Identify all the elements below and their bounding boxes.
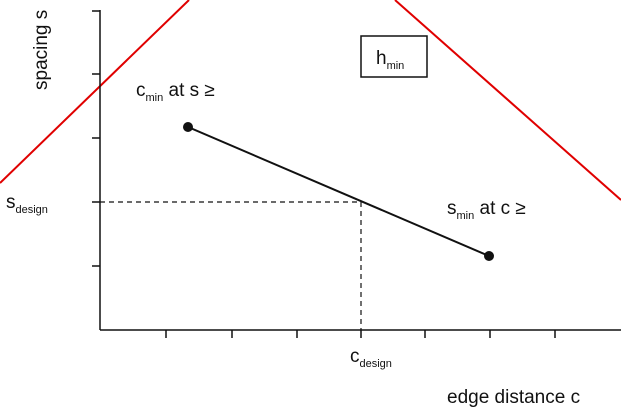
x-ticks <box>165 330 556 338</box>
h-min-label: hmin <box>376 48 404 72</box>
s-design-label: sdesign <box>6 192 48 216</box>
red-diagonal-right <box>394 0 621 201</box>
s-min-point <box>484 251 494 261</box>
s-min-label: smin at c ≥ <box>447 198 526 222</box>
c-design-label: cdesign <box>350 346 392 370</box>
c-min-point <box>183 122 193 132</box>
h-min-box <box>360 35 428 78</box>
y-axis-title: spacing s <box>31 10 52 90</box>
y-ticks <box>92 10 100 267</box>
x-axis-title: edge distance c <box>447 387 580 408</box>
interaction-line <box>187 126 490 257</box>
c-min-label: cmin at s ≥ <box>136 80 215 104</box>
red-diagonal-left <box>0 0 190 184</box>
